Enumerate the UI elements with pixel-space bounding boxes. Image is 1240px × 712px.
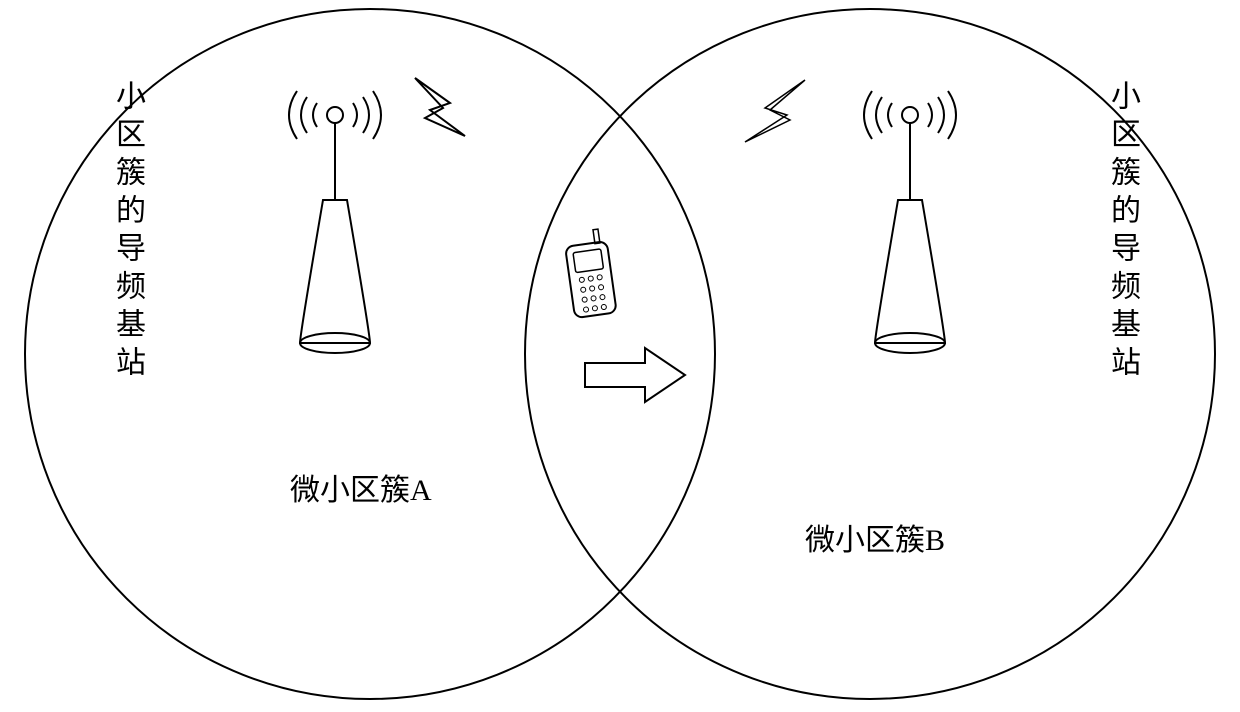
lightning-bolt-b <box>745 80 805 142</box>
cell-cluster-diagram: 小区簇的导频基站 小区簇的导频基站 微小区簇A 微小区簇B <box>0 0 1240 707</box>
pilot-station-label-a: 小区簇的导频基站 <box>105 80 149 384</box>
cluster-b-label: 微小区簇B <box>805 515 945 559</box>
cluster-a-label: 微小区簇A <box>290 465 432 509</box>
mobile-phone-icon <box>563 228 616 318</box>
base-station-a <box>289 91 381 353</box>
handover-arrow <box>585 348 685 402</box>
base-station-b <box>864 91 956 353</box>
diagram-svg <box>0 0 1240 707</box>
pilot-station-label-b: 小区簇的导频基站 <box>1100 80 1144 384</box>
lightning-bolt-a <box>415 78 465 136</box>
